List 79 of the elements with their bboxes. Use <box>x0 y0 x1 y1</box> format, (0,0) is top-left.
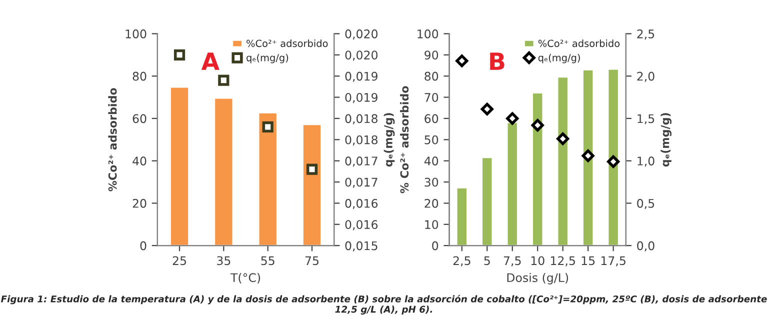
y-tick-label: 80 <box>424 72 438 81</box>
bar <box>556 76 569 246</box>
y2-tick-label: 1,0 <box>638 156 654 167</box>
y2-tick-label: 0,016 <box>345 198 378 210</box>
y2-axis-title: qₑ(mg/g) <box>384 113 395 167</box>
point <box>480 102 494 116</box>
point <box>582 149 594 162</box>
y-axis-title: % Co²⁺ adsorbido <box>400 86 409 194</box>
annotation: A <box>201 52 220 70</box>
y-tick-label: 50 <box>424 135 438 144</box>
y-tick-label: 60 <box>132 114 146 124</box>
y-tick-label: 90 <box>424 50 438 60</box>
annotation: B <box>490 52 504 70</box>
y2-tick-label: 0,020 <box>345 50 378 61</box>
y-tick-label: 20 <box>424 198 438 208</box>
bar <box>607 68 620 246</box>
x-tick-label: 2,5 <box>453 256 470 266</box>
x-axis-title: T(°C) <box>230 272 260 284</box>
point <box>306 164 318 175</box>
y-tick-label: 40 <box>424 156 438 166</box>
y2-tick-label: 1,5 <box>638 114 654 124</box>
point <box>262 121 274 132</box>
y2-tick-label: 0,018 <box>345 114 378 124</box>
bar <box>170 86 190 246</box>
point <box>531 118 544 132</box>
point <box>456 54 468 68</box>
y2-tick-label: 0,0 <box>637 241 654 252</box>
bar <box>582 69 594 246</box>
x-tick-label: 5 <box>484 256 490 266</box>
point <box>607 155 620 168</box>
x-tick-label: 25 <box>172 256 186 266</box>
legend-label: qₑ(mg/g) <box>246 54 288 64</box>
y-tick-label: 10 <box>425 220 438 230</box>
text: Figura 1: Estudio de la temperatura (A) y de la dosis de adsorbente (B) sobre la adsorción de cobalto ([Co²⁺]=20ppm, 25ºC (B), dosis de adsorbente 12,5 g/L (A), pH 6). <box>1 294 767 315</box>
point <box>506 112 519 125</box>
point <box>174 49 186 60</box>
y-tick-label: 0 <box>432 241 438 250</box>
point <box>556 132 570 146</box>
y2-tick-label: 0,020 <box>345 29 378 40</box>
y-tick-label: 100 <box>418 29 438 38</box>
x-axis-title: Dosis (g/L) <box>507 272 568 284</box>
x-tick-label: 75 <box>305 256 318 266</box>
x-tick-label: 10 <box>531 256 544 266</box>
x-tick-label: 35 <box>217 256 230 266</box>
y-tick-label: 100 <box>126 29 146 38</box>
y2-tick-label: 0,019 <box>345 72 378 82</box>
bar <box>532 92 544 246</box>
y-tick-label: 20 <box>132 198 146 208</box>
y-tick-label: 40 <box>132 156 146 166</box>
x-tick-label: 17,5 <box>601 256 626 266</box>
y2-tick-label: 0,018 <box>345 135 378 146</box>
y2-tick-label: 0,015 <box>345 241 378 252</box>
y2-tick-label: 2,5 <box>637 29 654 40</box>
y-tick-label: 0 <box>140 241 146 250</box>
bar <box>302 124 322 246</box>
y-tick-label: 60 <box>424 114 438 124</box>
y2-tick-label: 0,016 <box>345 220 378 230</box>
legend-label: %Co²⁺ adsorbido <box>538 40 620 48</box>
x-tick-label: 15 <box>582 256 595 266</box>
x-tick-label: 7,5 <box>504 256 521 266</box>
x-tick-label: 12,5 <box>550 256 575 266</box>
y2-tick-label: 0,019 <box>345 92 378 104</box>
y-axis-title: %Co²⁺ adsorbido <box>108 88 117 192</box>
legend-label: %Co²⁺ adsorbido <box>246 40 328 48</box>
y2-tick-label: 2,0 <box>637 72 654 82</box>
x-tick-label: 55 <box>261 256 274 266</box>
y-tick-label: 70 <box>424 92 438 102</box>
y2-axis-title: qₑ(mg/g) <box>660 113 672 167</box>
y2-tick-label: 0,017 <box>345 178 378 188</box>
legend-label: qₑ(mg/g) <box>538 54 580 64</box>
y2-tick-label: 0,017 <box>345 156 378 167</box>
bar <box>214 97 234 246</box>
y-tick-label: 30 <box>424 178 438 187</box>
point <box>218 74 230 86</box>
y-tick-label: 80 <box>132 72 146 81</box>
bar <box>456 187 468 246</box>
y2-tick-label: 0,5 <box>637 198 654 210</box>
bar <box>258 112 278 246</box>
bar <box>481 156 494 246</box>
